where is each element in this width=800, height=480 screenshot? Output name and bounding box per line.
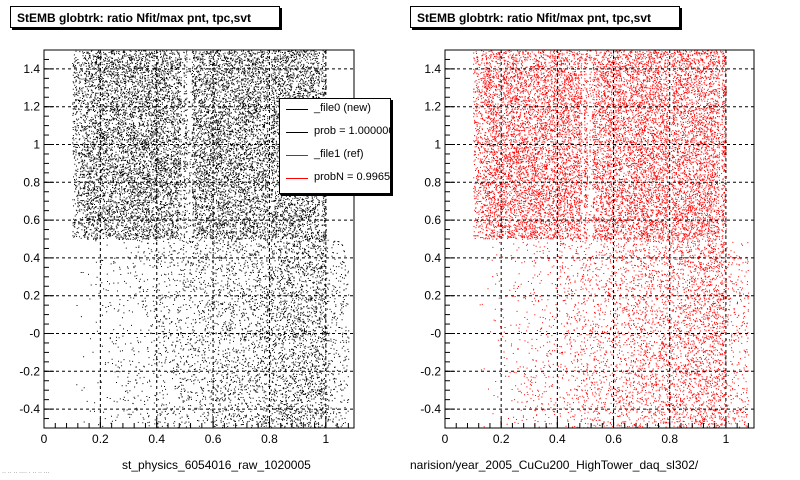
legend-entry-file1: _file1 (ref) — [280, 145, 390, 167]
y-tick-label: 0.2 — [23, 289, 40, 303]
y-tick-label: -0 — [29, 327, 40, 341]
x-tick-label: 0.4 — [549, 432, 566, 446]
right-scatter-points — [473, 50, 750, 428]
left-axes: 0 0.2 0.4 0.6 0.8 1 -0.4 -0.2 -0 0.2 0.4 0.6 0.8 1 1.2… — [19, 49, 349, 446]
right-scatter-plot: 0 0.2 0.4 0.6 0.8 1 -0.4 -0.2 -0 0.2 0.4 0.6 0.8 1 1.2… — [420, 49, 755, 446]
footer-text: ·· ·· ·· ···· · ·· ·· ··· — [2, 470, 50, 476]
y-tick-label: 1.2 — [424, 100, 441, 114]
legend-entry-file0: _file0 (new) — [280, 99, 390, 121]
x-tick-label: 0.8 — [661, 432, 678, 446]
y-tick-label: 1.2 — [23, 100, 40, 114]
x-tick-label: 1 — [322, 432, 329, 446]
y-tick-label: -0 — [430, 327, 441, 341]
legend-line-red — [286, 155, 308, 156]
legend-entry-probn: probN = 0.99659 — [280, 168, 391, 190]
left-plot-title: StEMB globtrk: ratio Nfit/max pnt, tpc,s… — [10, 6, 280, 28]
legend-label: probN = 0.99659 — [314, 171, 391, 183]
y-tick-label: 0.6 — [424, 213, 441, 227]
x-tick-label: 1 — [723, 432, 730, 446]
right-x-axis-label: narision/year_2005_CuCu200_HighTower_daq… — [410, 458, 699, 472]
y-tick-label: -0.2 — [420, 364, 441, 378]
y-tick-label: 0.6 — [23, 213, 40, 227]
left-x-axis-label: st_physics_6054016_raw_1020005 — [122, 458, 311, 472]
left-frame — [43, 49, 355, 429]
y-tick-label: 0.8 — [23, 175, 40, 189]
x-tick-label: 0.6 — [205, 432, 222, 446]
right-axes: 0 0.2 0.4 0.6 0.8 1 -0.4 -0.2 -0 0.2 0.4 0.6 0.8 1 1.2… — [420, 49, 749, 446]
x-tick-label: 0.2 — [493, 432, 510, 446]
y-tick-label: 0.8 — [424, 175, 441, 189]
right-frame — [444, 49, 755, 429]
scatter-points — [473, 50, 750, 428]
legend-label: _file1 (ref) — [314, 148, 364, 160]
legend-entry-prob: prob = 1.000000 — [280, 122, 391, 144]
x-tick-label: 0.4 — [148, 432, 165, 446]
scatter-points — [72, 50, 350, 428]
legend-line-red — [286, 178, 308, 179]
x-tick-label: 0 — [41, 432, 48, 446]
y-tick-label: 1 — [33, 138, 40, 152]
y-tick-label: 0.4 — [23, 251, 40, 265]
y-tick-label: -0.4 — [420, 402, 441, 416]
left-scatter-points — [72, 50, 350, 428]
legend-line-black — [286, 132, 308, 133]
legend-line-black — [286, 109, 308, 110]
x-tick-label: 0.2 — [92, 432, 109, 446]
y-tick-label: 0.4 — [424, 251, 441, 265]
y-tick-label: -0.4 — [19, 402, 40, 416]
y-tick-label: 1.4 — [23, 62, 40, 76]
x-tick-label: 0.8 — [261, 432, 278, 446]
y-tick-label: 0.2 — [424, 289, 441, 303]
legend-label: _file0 (new) — [314, 102, 371, 114]
x-tick-label: 0.6 — [605, 432, 622, 446]
y-tick-label: 1.4 — [424, 62, 441, 76]
right-plot-title: StEMB globtrk: ratio Nfit/max pnt, tpc,s… — [410, 6, 680, 28]
y-tick-label: -0.2 — [19, 364, 40, 378]
x-tick-label: 0 — [442, 432, 449, 446]
legend-label: prob = 1.000000 — [314, 125, 391, 137]
y-tick-label: 1 — [434, 138, 441, 152]
legend-box: _file0 (new) prob = 1.000000 _file1 (ref… — [279, 98, 391, 194]
